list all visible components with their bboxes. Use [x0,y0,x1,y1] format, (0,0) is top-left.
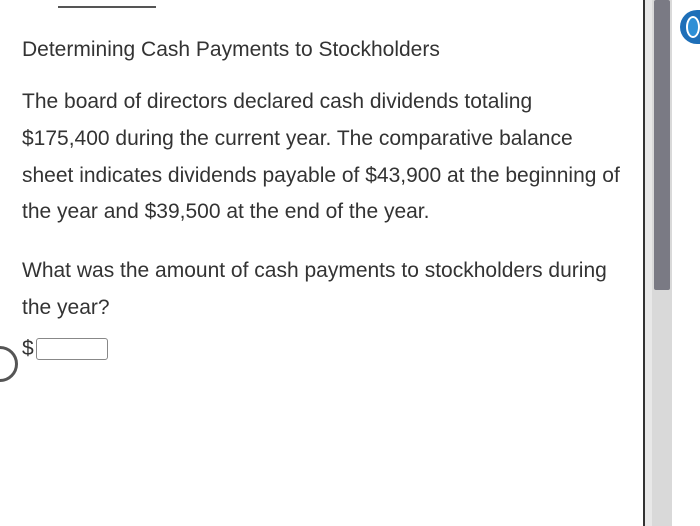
answer-row: $ [22,337,621,361]
right-strip [672,0,700,526]
top-divider [58,6,156,8]
vertical-scrollbar[interactable] [652,0,672,526]
content-page: Determining Cash Payments to Stockholder… [0,0,645,526]
help-badge[interactable] [680,10,700,44]
side-arc-decoration [0,346,18,382]
scrollbar-thumb[interactable] [654,0,670,290]
question-text: What was the amount of cash payments to … [22,253,621,327]
page-heading: Determining Cash Payments to Stockholder… [22,38,621,62]
problem-paragraph: The board of directors declared cash div… [22,84,621,231]
currency-symbol: $ [22,337,34,361]
answer-input[interactable] [36,338,108,360]
help-badge-icon [686,16,700,38]
